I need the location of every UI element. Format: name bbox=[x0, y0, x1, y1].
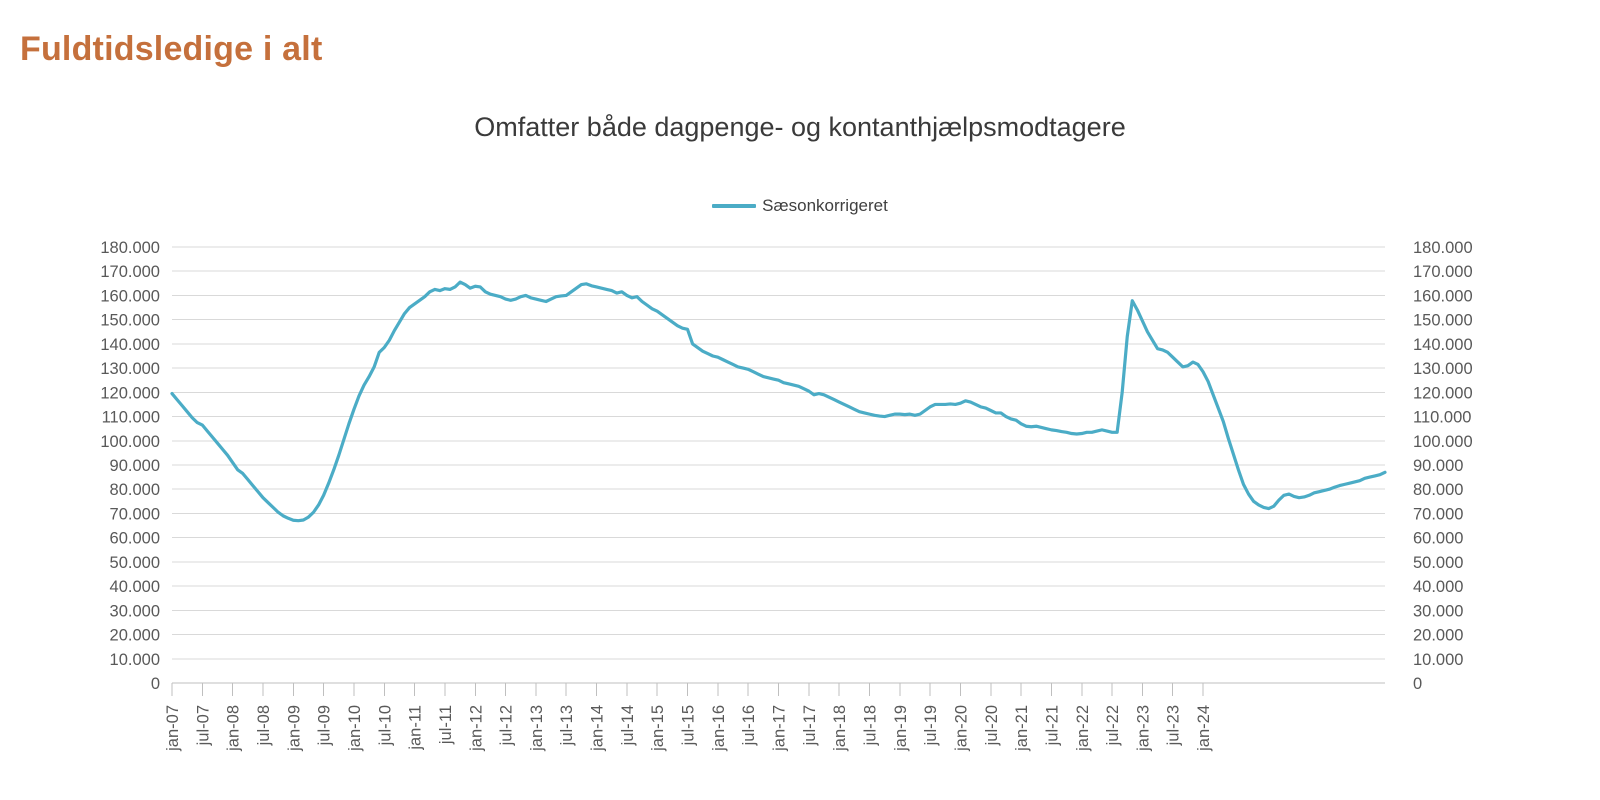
y-axis-left-tick-label: 10.000 bbox=[110, 651, 160, 669]
series-line-saesonkorrigeret bbox=[170, 280, 1387, 523]
x-axis-tick-label: jan-14 bbox=[589, 705, 607, 752]
x-axis-tick-label: jan-21 bbox=[1013, 705, 1031, 752]
x-axis-tick-label: jul-23 bbox=[1165, 705, 1183, 746]
x-axis-tick-label: jul-12 bbox=[498, 705, 516, 746]
y-axis-left-tick-label: 60.000 bbox=[110, 530, 160, 548]
x-axis-tick-label: jan-22 bbox=[1074, 705, 1092, 752]
x-axis-tick-label: jul-22 bbox=[1104, 705, 1122, 746]
x-axis-tick-label: jan-18 bbox=[831, 705, 849, 752]
x-axis-tick-label: jan-13 bbox=[528, 705, 546, 752]
y-axis-right-tick-label: 80.000 bbox=[1413, 481, 1463, 499]
axis-ticks bbox=[171, 683, 1204, 696]
x-axis-tick-label: jan-12 bbox=[467, 705, 485, 752]
y-axis-left-tick-label: 50.000 bbox=[110, 554, 160, 572]
y-axis-right-tick-label: 40.000 bbox=[1413, 578, 1463, 596]
x-axis-tick-label: jul-09 bbox=[316, 705, 334, 746]
y-axis-right-tick-label: 90.000 bbox=[1413, 457, 1463, 475]
y-axis-right-tick-label: 110.000 bbox=[1413, 409, 1471, 427]
x-axis-tick-label: jan-09 bbox=[285, 705, 303, 752]
y-axis-left-tick-label: 90.000 bbox=[110, 457, 160, 475]
y-axis-right-tick-label: 70.000 bbox=[1413, 505, 1463, 523]
legend-label: Sæsonkorrigeret bbox=[762, 196, 888, 215]
y-axis-left-tick-label: 180.000 bbox=[100, 239, 160, 257]
y-axis-left-tick-label: 70.000 bbox=[110, 505, 160, 523]
y-axis-left-tick-label: 30.000 bbox=[110, 602, 160, 620]
page-title: Fuldtidsledige i alt bbox=[20, 30, 323, 68]
x-axis-tick-label: jul-17 bbox=[801, 705, 819, 746]
y-axis-left-tick-label: 20.000 bbox=[110, 627, 160, 645]
x-axis-tick-label: jan-08 bbox=[225, 705, 243, 752]
x-axis-tick-label: jul-08 bbox=[255, 705, 273, 746]
y-axis-right-tick-label: 180.000 bbox=[1413, 239, 1473, 257]
y-axis-right-tick-label: 130.000 bbox=[1413, 360, 1473, 378]
y-axis-right-tick-label: 150.000 bbox=[1413, 312, 1473, 330]
x-axis-tick-label: jan-20 bbox=[952, 705, 970, 752]
chart-subtitle: Omfatter både dagpenge- og kontanthjælps… bbox=[474, 112, 1126, 142]
y-axis-left-tick-label: 40.000 bbox=[110, 578, 160, 596]
y-axis-right-tick-label: 140.000 bbox=[1413, 336, 1473, 354]
y-axis-right-tick-label: 30.000 bbox=[1413, 602, 1463, 620]
x-axis-tick-label: jan-15 bbox=[649, 705, 667, 752]
x-axis-tick-label: jul-10 bbox=[376, 705, 394, 746]
y-axis-right-tick-label: 10.000 bbox=[1413, 651, 1463, 669]
x-axis-tick-label: jan-24 bbox=[1195, 705, 1213, 752]
y-axis-right-tick-label: 50.000 bbox=[1413, 554, 1463, 572]
y-axis-left-tick-label: 130.000 bbox=[100, 360, 160, 378]
y-axis-right-tick-label: 20.000 bbox=[1413, 627, 1463, 645]
x-axis-tick-label: jan-16 bbox=[710, 705, 728, 752]
x-axis-tick-label: jul-16 bbox=[740, 705, 758, 746]
y-axis-left-tick-label: 100.000 bbox=[100, 433, 160, 451]
y-axis-left-tick-label: 160.000 bbox=[100, 287, 160, 305]
chart-legend: Sæsonkorrigeret bbox=[0, 196, 1600, 216]
x-axis-tick-label: jan-10 bbox=[346, 705, 364, 752]
x-axis-tick-label: jan-11 bbox=[407, 705, 425, 751]
x-axis-tick-label: jul-19 bbox=[922, 705, 940, 746]
y-axis-left-tick-label: 150.000 bbox=[100, 312, 160, 330]
x-axis-tick-label: jul-21 bbox=[1043, 705, 1061, 746]
x-axis-tick-label: jul-14 bbox=[619, 705, 637, 746]
x-axis-tick-label: jul-18 bbox=[861, 705, 879, 746]
x-axis-tick-label: jan-07 bbox=[164, 705, 182, 752]
y-axis-left-tick-label: 120.000 bbox=[100, 384, 160, 402]
y-axis-right-tick-label: 100.000 bbox=[1413, 433, 1473, 451]
y-axis-left-tick-label: 170.000 bbox=[100, 263, 160, 281]
y-axis-right-tick-label: 60.000 bbox=[1413, 530, 1463, 548]
y-axis-right-tick-label: 0 bbox=[1413, 675, 1422, 693]
x-axis-tick-label: jan-23 bbox=[1134, 705, 1152, 752]
x-axis-tick-label: jul-13 bbox=[558, 705, 576, 746]
y-axis-left-tick-label: 110.000 bbox=[102, 409, 160, 427]
x-axis-tick-label: jul-15 bbox=[680, 705, 698, 746]
x-axis-tick-label: jan-19 bbox=[892, 705, 910, 752]
y-axis-right-labels: 180.000 170.000 160.000 150.000 140.000 130.0… bbox=[1413, 239, 1473, 693]
y-axis-left-tick-label: 80.000 bbox=[110, 481, 160, 499]
y-axis-left-labels: 180.000 170.000 160.000 150.000 140.000 130.0… bbox=[100, 239, 160, 693]
y-axis-right-tick-label: 170.000 bbox=[1413, 263, 1473, 281]
x-axis-tick-label: jul-11 bbox=[437, 705, 455, 745]
y-axis-right-tick-label: 120.000 bbox=[1413, 384, 1473, 402]
y-axis-left-tick-label: 0 bbox=[151, 675, 160, 693]
gridlines bbox=[172, 246, 1385, 684]
x-axis-tick-label: jul-20 bbox=[983, 705, 1001, 746]
y-axis-right-tick-label: 160.000 bbox=[1413, 287, 1473, 305]
x-axis-tick-label: jul-07 bbox=[194, 705, 212, 746]
x-axis-tick-label: jan-17 bbox=[771, 705, 789, 752]
legend-color-swatch bbox=[712, 204, 757, 208]
y-axis-left-tick-label: 140.000 bbox=[100, 336, 160, 354]
x-axis-labels: jan-07 jul-07 jan-08 jul-08 jan-09 jul-09 jan-… bbox=[164, 705, 1213, 752]
